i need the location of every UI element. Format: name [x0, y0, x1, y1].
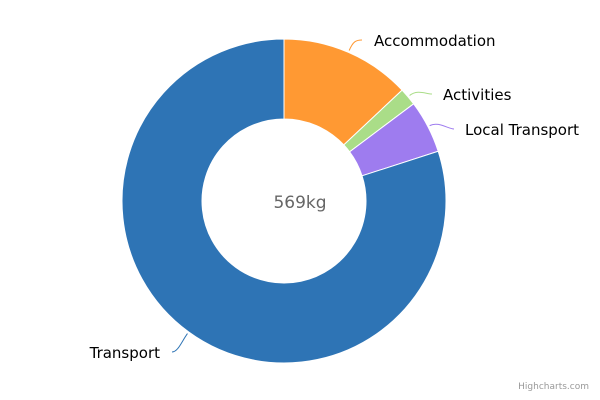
- label-accommodation: Accommodation: [374, 32, 496, 50]
- slices-layer: [121, 38, 447, 364]
- label-activities: Activities: [443, 86, 512, 104]
- slice-transport[interactable]: [121, 38, 447, 364]
- connector-activities: [409, 91, 433, 96]
- connector-accommodation: [348, 39, 363, 51]
- label-transport: Transport: [89, 344, 161, 362]
- connector-local-transport: [429, 123, 455, 130]
- connectors-layer: [171, 39, 455, 353]
- connector-transport: [171, 333, 188, 353]
- center-total-label: 569kg: [273, 193, 326, 213]
- labels-layer: Accommodation Activities Local Transport Tr…: [89, 32, 580, 362]
- credits-link[interactable]: Highcharts.com: [518, 382, 589, 392]
- label-local-transport: Local Transport: [465, 121, 579, 139]
